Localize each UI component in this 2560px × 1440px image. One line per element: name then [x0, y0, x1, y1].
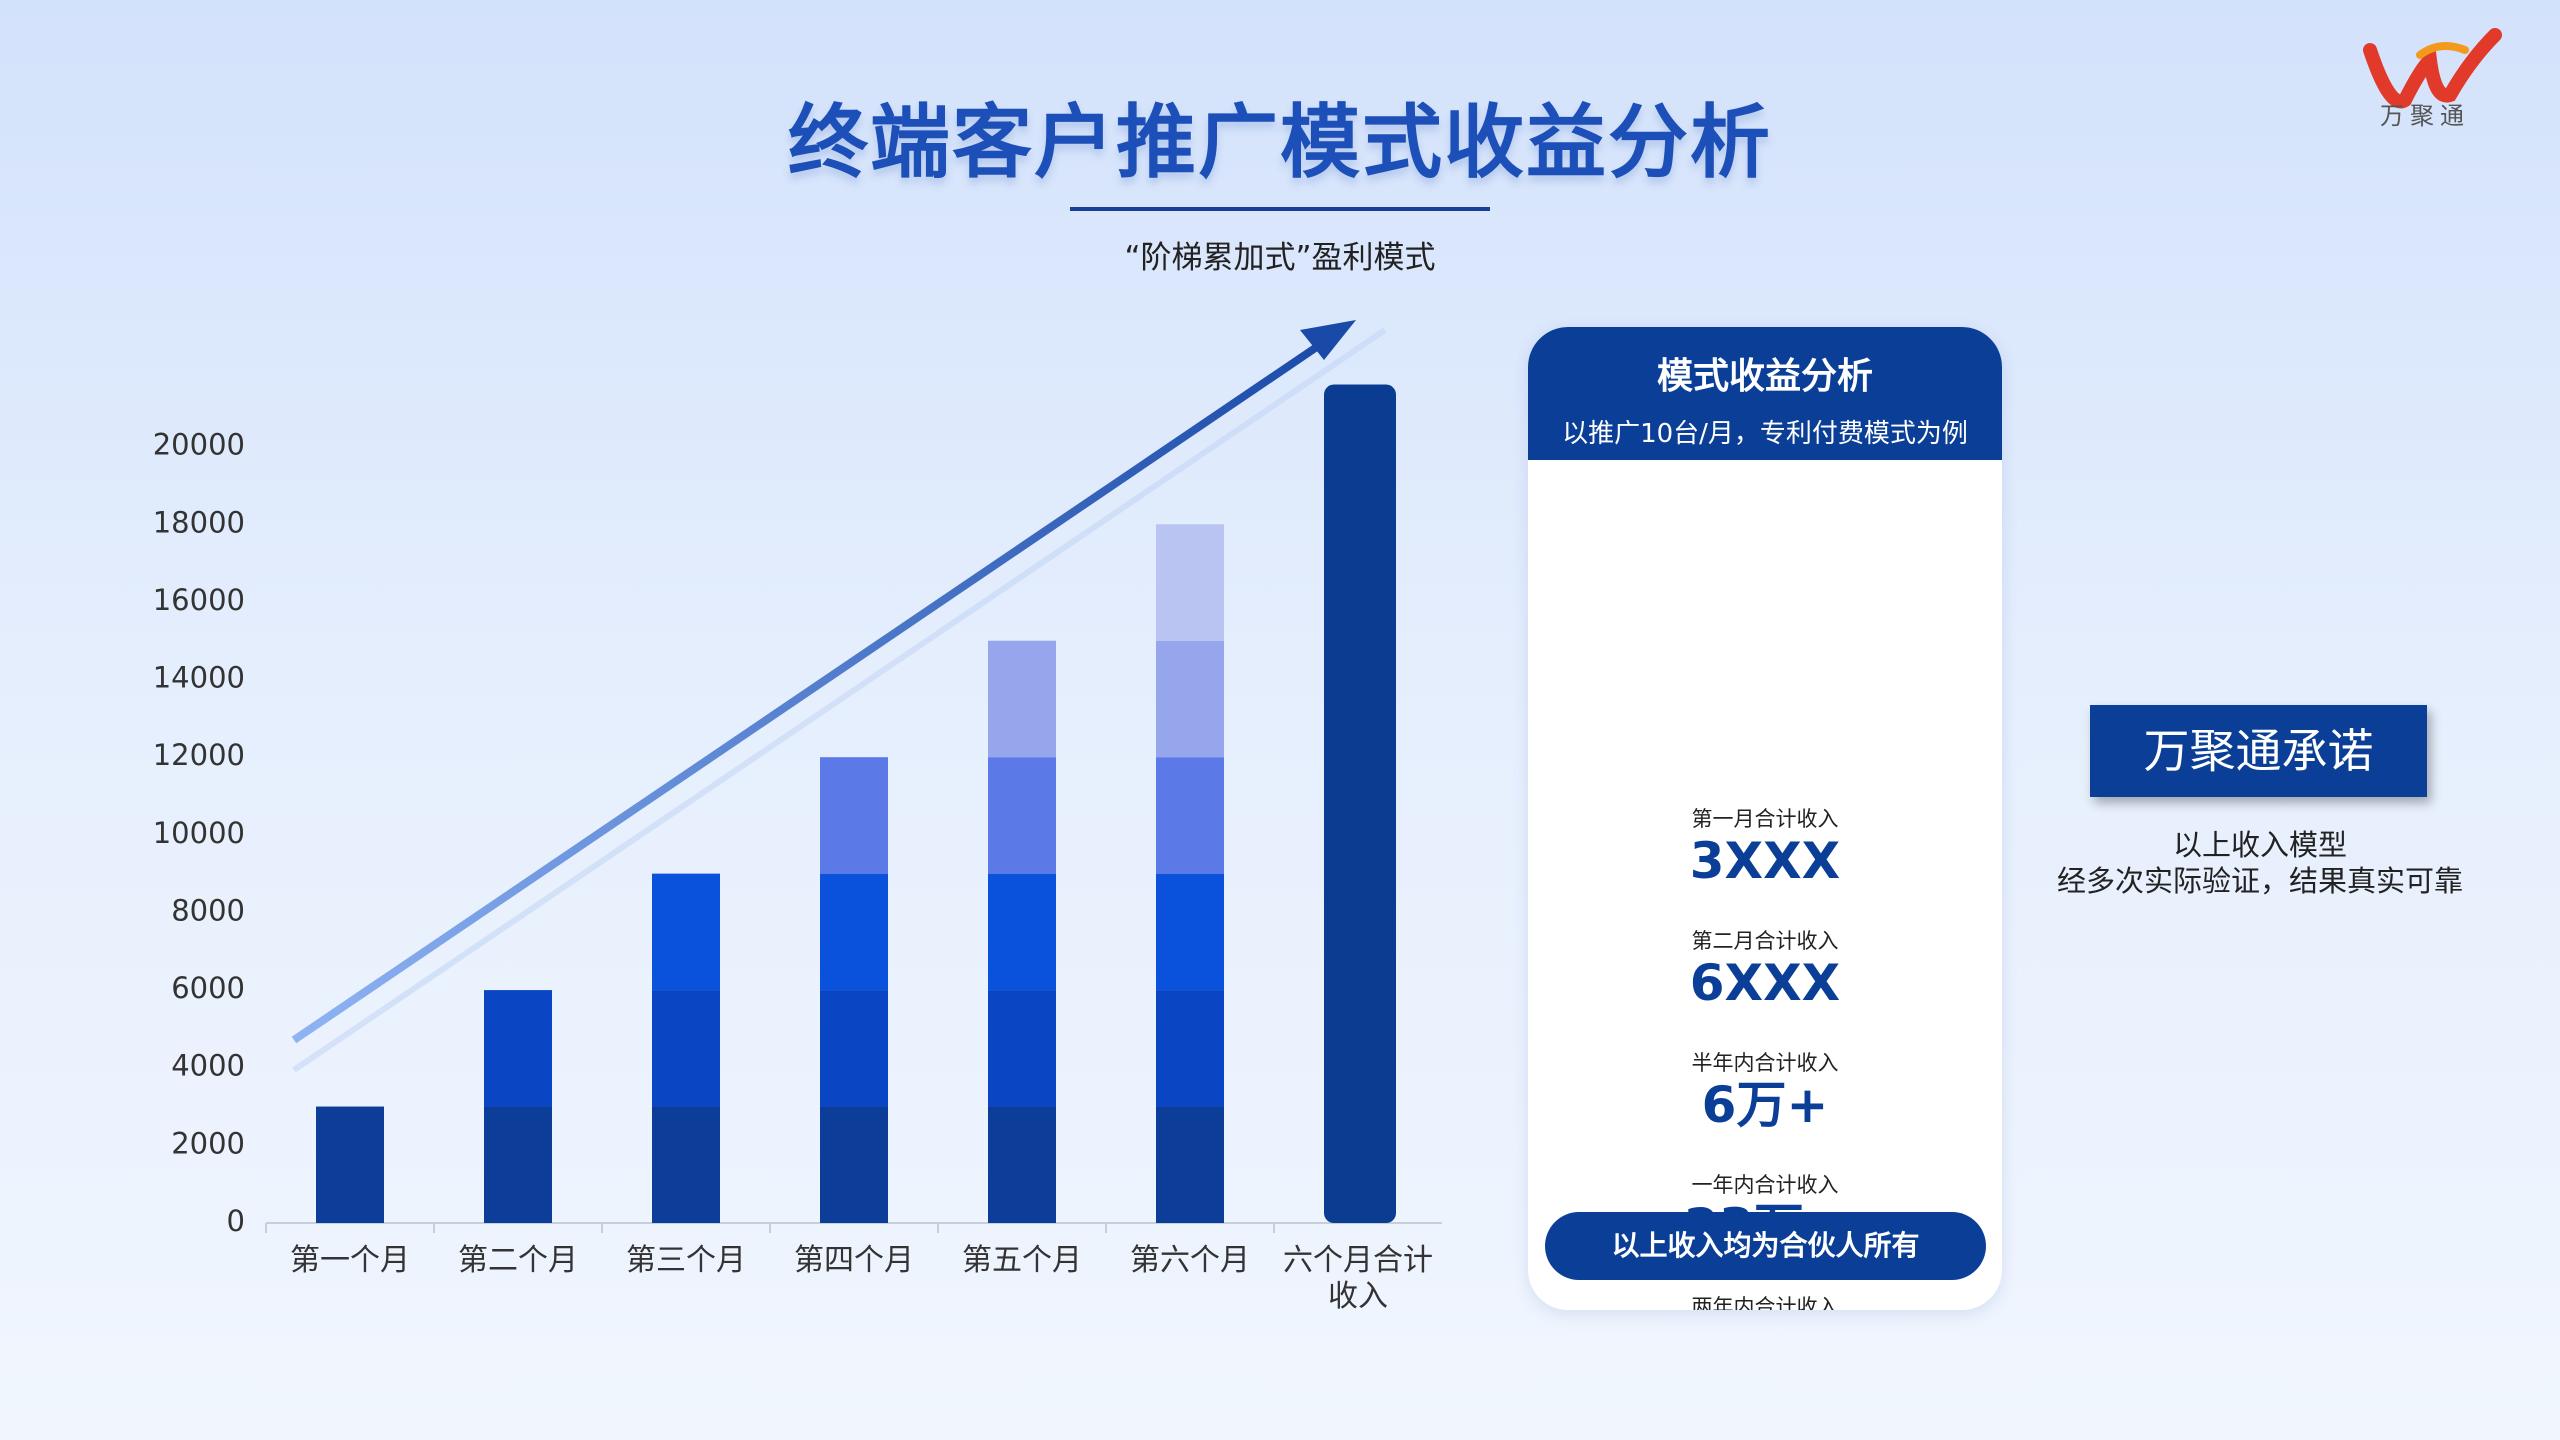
bar	[1156, 873, 1224, 991]
y-tick-label: 0	[227, 1204, 245, 1238]
trend-arrow	[291, 334, 1333, 1044]
x-tick-label: 第二个月	[458, 1243, 578, 1278]
x-tick-label: 第五个月	[962, 1243, 1082, 1278]
bar	[652, 990, 720, 1107]
bar	[1156, 990, 1224, 1107]
bar	[820, 757, 888, 874]
y-tick-label: 16000	[153, 583, 245, 617]
item-label: 半年内合计收入	[1691, 1051, 1839, 1075]
logo	[2363, 28, 2502, 109]
x-tick-label: 第一个月	[290, 1243, 410, 1278]
x-tick-label: 第六个月	[1130, 1243, 1250, 1278]
bar	[652, 1106, 720, 1223]
bar	[820, 990, 888, 1107]
y-tick-label: 8000	[171, 893, 245, 927]
bar	[484, 1106, 552, 1223]
bar	[1156, 640, 1224, 758]
bar	[1324, 384, 1396, 1223]
item-label: 第一月合计收入	[1691, 807, 1839, 831]
bar	[820, 873, 888, 991]
item-value: 6XXX	[1689, 954, 1841, 1012]
bar	[1156, 524, 1224, 641]
title: 终端客户推广模式收益分析	[788, 96, 1772, 189]
panel-item: 第二月合计收入 6XXX	[1528, 925, 2002, 1011]
arrow-head	[1300, 320, 1356, 360]
panel-item: 两年内合计收入90万+	[1528, 1291, 2002, 1310]
panel-header: 模式收益分析 以推广10台/月，专利付费模式为例	[1528, 327, 2002, 460]
bar	[484, 990, 552, 1107]
panel: 模式收益分析 以推广10台/月，专利付费模式为例 第一月合计收入 3XXX 第二月合…	[1528, 327, 2002, 1310]
y-tick-label: 18000	[153, 505, 245, 539]
panel-item: 第一月合计收入 3XXX	[1528, 803, 2002, 889]
bar	[652, 873, 720, 991]
bar	[988, 640, 1056, 758]
item-value: 6万+	[1701, 1076, 1829, 1134]
y-tick-label: 10000	[153, 816, 245, 850]
x-tick-label: 第三个月	[626, 1243, 746, 1278]
bar	[988, 990, 1056, 1107]
panel-title: 模式收益分析	[1656, 356, 1873, 397]
y-tick-label: 14000	[153, 661, 245, 695]
item-value: 3XXX	[1689, 832, 1841, 890]
promise-line: 以上收入模型	[2172, 828, 2347, 862]
item-label: 一年内合计收入	[1691, 1173, 1839, 1197]
y-tick-label: 6000	[171, 971, 245, 1005]
subtitle: “阶梯累加式”盈利模式	[1124, 240, 1436, 276]
y-tick-label: 2000	[171, 1126, 245, 1160]
title-underline	[1070, 207, 1490, 211]
trend-arrow-shadow	[292, 327, 1387, 1073]
bar	[988, 1106, 1056, 1223]
panel-subtitle: 以推广10台/月，专利付费模式为例	[1562, 419, 1968, 449]
bar	[988, 873, 1056, 991]
bar	[1156, 1106, 1224, 1223]
item-label: 第二月合计收入	[1691, 929, 1839, 953]
y-tick-label: 4000	[171, 1049, 245, 1083]
panel-footer: 以上收入均为合伙人所有	[1545, 1212, 1986, 1280]
x-tick-label: 六个月合计收入	[1283, 1243, 1433, 1314]
item-label: 两年内合计收入	[1691, 1295, 1839, 1310]
x-tick-label: 第四个月	[794, 1243, 914, 1278]
logo-name: 万聚通	[2380, 102, 2470, 130]
y-tick-label: 12000	[153, 738, 245, 772]
bar	[316, 1106, 384, 1223]
chart: 0 2000 4000 6000 8000 10000 12000 14000 16000 180…	[153, 320, 1442, 1238]
promise-line: 经多次实际验证，结果真实可靠	[2056, 864, 2463, 898]
bar	[1156, 757, 1224, 874]
bar	[820, 1106, 888, 1223]
y-tick-label: 20000	[153, 428, 245, 462]
bar	[988, 757, 1056, 874]
panel-item: 半年内合计收入 6万+	[1528, 1047, 2002, 1133]
promise-title: 万聚通承诺	[2090, 705, 2427, 797]
